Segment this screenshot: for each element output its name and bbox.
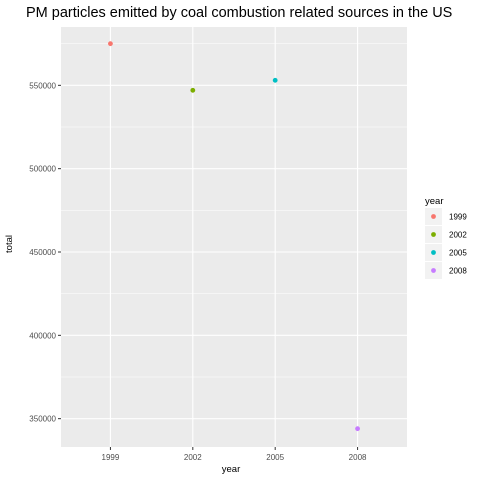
plot-panel [61,27,407,447]
grid-lines [61,27,407,447]
legend-swatch [431,250,436,255]
legend: year 1999 2002 2005 2008 [425,196,467,279]
y-tick-label: 500000 [29,165,56,174]
data-point-1999 [108,41,113,47]
y-tick-label: 450000 [29,248,56,257]
legend-label: 1999 [449,213,467,222]
data-points [108,41,360,432]
y-tick-label: 550000 [29,81,56,90]
legend-entries: 1999 2002 2005 2008 [425,208,467,279]
data-point-2002 [190,87,196,93]
chart-title: PM particles emitted by coal combustion … [26,5,452,21]
legend-label: 2008 [449,267,467,276]
data-point-2005 [272,77,278,83]
y-axis-title: total [4,235,15,253]
legend-label: 2005 [449,249,467,258]
legend-title: year [425,196,443,207]
x-axis: 1999 2002 2005 2008 [102,447,367,462]
y-axis: 350000 400000 450000 500000 550000 [29,81,61,424]
legend-swatch [431,214,436,219]
x-axis-title: year [222,464,240,475]
y-tick-label: 350000 [29,415,56,424]
y-tick-label: 400000 [29,331,56,340]
x-tick-label: 2002 [184,453,202,462]
x-tick-label: 2005 [266,453,284,462]
legend-swatch [431,268,436,273]
data-point-2008 [355,426,360,432]
x-tick-label: 2008 [349,453,367,462]
panel-background [61,27,407,447]
legend-label: 2002 [449,231,467,240]
x-tick-label: 1999 [102,453,120,462]
legend-swatch [431,232,436,237]
